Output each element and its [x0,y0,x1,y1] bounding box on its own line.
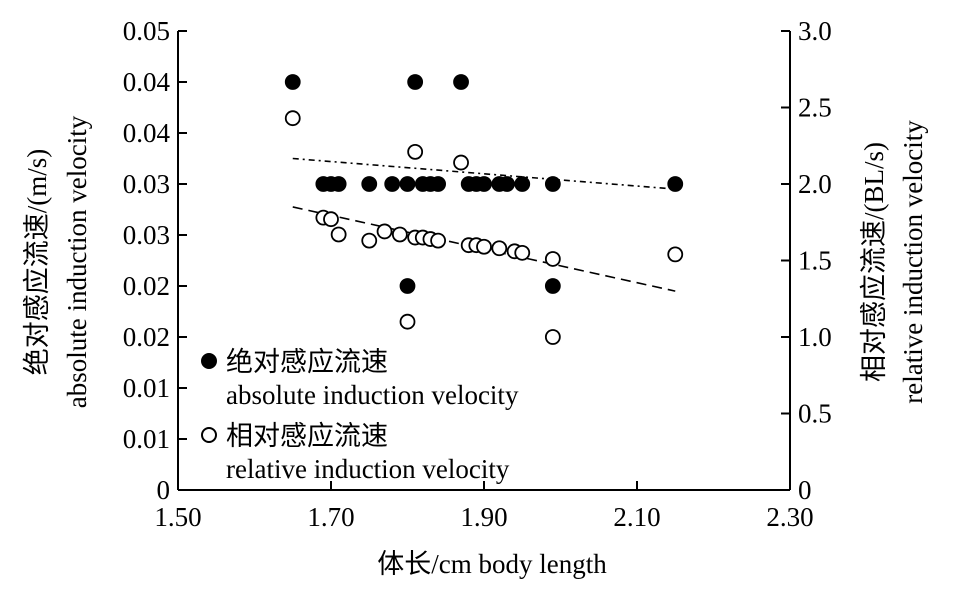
relative-velocity-point [361,232,378,249]
absolute-velocity-point [361,176,378,192]
legend-label-relative-cn: 相对感应流速 [226,421,388,451]
absolute-velocity-point [453,74,469,90]
left-tick-label: 0.01 [123,424,170,454]
left-axis-title-en: absolute induction velocity [62,115,92,408]
x-tick-label: 1.90 [460,502,507,532]
left-tick-label: 0.01 [123,373,170,403]
absolute-velocity-point [384,176,401,192]
right-axis-ticks: 0 0.5 1.0 1.5 2.0 2.5 3.0 [781,16,832,505]
absolute-velocity-point [330,176,347,192]
legend-marker-relative [201,427,217,443]
relative-velocity-point [476,238,492,255]
absolute-velocity-point [430,176,447,192]
right-tick-label: 1.5 [798,246,832,276]
absolute-velocity-point [514,176,531,192]
absolute-velocity-point [667,176,684,192]
left-tick-label: 0.03 [123,220,170,250]
left-tick-label: 0.02 [123,322,170,352]
absolute-velocity-point [399,176,416,192]
absolute-velocity-point [476,176,492,192]
absolute-velocity-point [544,278,561,294]
right-tick-label: 3.0 [798,16,832,46]
right-tick-label: 2.5 [798,93,832,123]
right-axis-title-en: relative induction velocity [898,120,928,404]
relative-velocity-point [514,244,531,261]
relative-velocity-point [391,226,408,243]
left-tick-label: 0 [157,475,171,505]
right-tick-label: 2.0 [798,169,832,199]
relative-velocity-point [544,329,561,345]
x-axis-ticks: 1.50 1.70 1.90 2.10 2.30 [154,481,814,532]
absolute-velocity-point [407,74,424,90]
relative-velocity-point [491,240,508,257]
legend-label-absolute-en: absolute induction velocity [226,380,519,410]
legend: 绝对感应流速 absolute induction velocity 相对感应流… [201,347,519,484]
left-tick-label: 0.04 [123,67,171,97]
relative-velocity-point [453,154,469,171]
relative-velocity-point [430,232,447,249]
x-axis-title: 体长/cm body length [377,549,607,579]
left-tick-label: 0.05 [123,16,170,46]
left-tick-label: 0.02 [123,271,170,301]
legend-label-absolute-cn: 绝对感应流速 [226,347,388,377]
relative-velocity-point [667,246,684,263]
left-tick-label: 0.04 [123,118,171,148]
left-tick-label: 0.03 [123,169,170,199]
relative-velocity-point [323,211,339,228]
absolute-velocity-point [399,278,416,294]
legend-marker-absolute [201,353,217,369]
absolute-velocity-point [499,176,515,192]
x-tick-label: 1.50 [154,502,201,532]
relative-velocity-point [330,226,347,243]
right-axis-title-cn: 相对感应流速/(BL/s) [859,142,889,382]
x-tick-label: 1.70 [307,502,354,532]
x-tick-label: 2.30 [766,502,813,532]
relative-velocity-point [407,143,424,160]
left-axis-title-cn: 绝对感应流速/(m/s) [22,149,52,376]
right-tick-label: 1.0 [798,322,832,352]
relative-velocity-point [544,251,561,267]
legend-label-relative-en: relative induction velocity [226,454,510,484]
absolute-velocity-point [284,74,301,90]
right-tick-label: 0 [798,475,812,505]
left-axis-ticks: 0 0.01 0.01 0.02 0.02 0.03 0.03 0.04 0.04 0.05 [123,16,187,505]
x-tick-label: 2.10 [613,502,660,532]
relative-velocity-point [399,313,416,330]
absolute-velocity-point [544,176,561,192]
relative-velocity-point [376,223,393,240]
data-points [284,74,684,345]
right-tick-label: 0.5 [798,399,832,429]
relative-velocity-point [284,110,301,127]
